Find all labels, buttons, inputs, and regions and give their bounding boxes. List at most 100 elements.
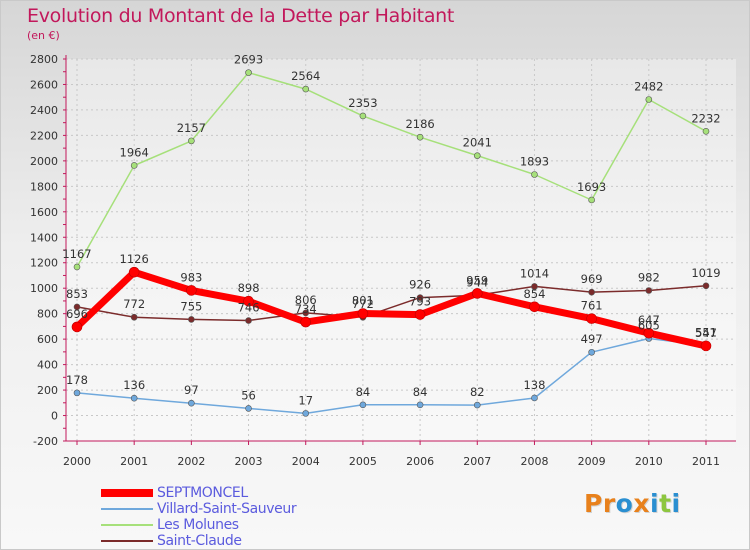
y-tick-label: 2800 xyxy=(30,53,58,66)
data-label: 853 xyxy=(66,287,88,301)
data-point xyxy=(588,348,595,356)
y-tick-label: 2200 xyxy=(30,129,58,142)
data-point xyxy=(359,112,367,120)
data-label: 959 xyxy=(466,273,488,287)
data-label: 84 xyxy=(413,385,428,399)
y-tick-label: 2600 xyxy=(30,78,58,91)
y-tick-label: 400 xyxy=(37,359,58,372)
x-tick-label: 2011 xyxy=(692,455,720,468)
data-label: 1964 xyxy=(120,145,149,159)
data-point xyxy=(702,128,710,135)
data-label: 1693 xyxy=(577,180,606,194)
data-point xyxy=(245,317,252,324)
data-label: 926 xyxy=(409,278,431,292)
data-label: 547 xyxy=(695,326,717,340)
data-label: 1893 xyxy=(520,154,549,168)
data-point xyxy=(471,288,483,299)
data-label: 898 xyxy=(238,281,260,295)
data-point xyxy=(73,263,81,271)
data-label: 647 xyxy=(638,313,660,327)
data-point xyxy=(416,401,424,409)
legend-swatch xyxy=(101,524,153,526)
data-label: 969 xyxy=(581,272,603,286)
data-label: 2232 xyxy=(691,111,720,125)
data-point xyxy=(473,152,481,159)
data-label: 1167 xyxy=(62,247,91,261)
data-label: 1126 xyxy=(120,252,149,266)
x-tick-label: 2009 xyxy=(578,455,606,468)
x-tick-label: 2008 xyxy=(520,455,548,468)
data-point xyxy=(359,401,367,409)
data-point xyxy=(73,389,81,397)
data-point xyxy=(130,313,138,321)
legend-label: SEPTMONCEL xyxy=(157,485,248,501)
x-tick-label: 2000 xyxy=(63,455,91,468)
data-point xyxy=(645,287,653,294)
data-label: 2157 xyxy=(177,121,206,135)
y-tick-label: 1400 xyxy=(30,231,58,244)
data-label: 178 xyxy=(66,373,88,387)
x-tick-label: 2001 xyxy=(120,455,148,468)
proxiti-logo: Proxiti xyxy=(584,489,681,518)
data-label: 84 xyxy=(356,385,371,399)
y-tick-label: 1600 xyxy=(30,206,58,219)
data-label: 944 xyxy=(466,275,488,289)
series-saint-claude xyxy=(73,282,710,324)
data-point xyxy=(702,282,710,290)
data-point xyxy=(245,69,252,76)
series-line xyxy=(76,285,707,322)
data-label: 801 xyxy=(352,294,374,308)
legend-swatch xyxy=(101,508,153,510)
data-point xyxy=(73,303,81,311)
data-point xyxy=(245,405,252,412)
data-point xyxy=(130,394,138,402)
data-point xyxy=(188,137,195,145)
x-tick-label: 2010 xyxy=(635,455,663,468)
series-line xyxy=(76,71,707,268)
data-label: 2041 xyxy=(463,136,492,150)
data-label: 497 xyxy=(581,332,603,346)
data-label: 746 xyxy=(238,301,260,315)
data-label: 696 xyxy=(66,307,88,321)
legend-label: Les Molunes xyxy=(157,517,239,533)
y-tick-label: 2400 xyxy=(30,104,58,117)
data-label: 734 xyxy=(295,302,317,316)
data-point xyxy=(188,399,195,407)
data-label: 806 xyxy=(295,293,317,307)
data-point xyxy=(300,316,312,328)
x-tick-label: 2006 xyxy=(406,455,434,468)
data-label: 2693 xyxy=(234,53,263,67)
data-label: 136 xyxy=(123,378,145,392)
data-point xyxy=(302,85,310,93)
data-label: 982 xyxy=(638,270,660,284)
data-label: 2186 xyxy=(405,117,434,131)
y-tick-label: 1000 xyxy=(30,282,58,295)
series-line xyxy=(76,337,707,415)
data-label: 854 xyxy=(523,287,545,301)
data-label: 2353 xyxy=(348,96,377,110)
data-point xyxy=(128,266,140,278)
data-point xyxy=(643,327,655,339)
data-label: 755 xyxy=(180,299,202,313)
chart-subtitle: (en €) xyxy=(27,29,60,42)
data-point xyxy=(357,308,369,319)
data-label: 2482 xyxy=(634,79,663,93)
data-label: 551 xyxy=(695,325,717,339)
data-label: 1014 xyxy=(520,266,549,280)
legend-swatch xyxy=(101,489,153,497)
data-label: 2564 xyxy=(291,69,320,83)
data-point xyxy=(588,196,595,204)
data-point xyxy=(473,401,481,409)
series-line xyxy=(73,268,710,350)
data-point xyxy=(529,301,540,313)
data-label: 138 xyxy=(523,378,545,392)
legend-label: Villard-Saint-Sauveur xyxy=(157,501,297,517)
data-point xyxy=(645,96,653,103)
data-label: 793 xyxy=(409,295,431,309)
data-point xyxy=(188,316,195,323)
data-label: 761 xyxy=(581,299,603,313)
y-tick-label: 600 xyxy=(37,333,58,346)
data-label: 1019 xyxy=(691,266,720,280)
